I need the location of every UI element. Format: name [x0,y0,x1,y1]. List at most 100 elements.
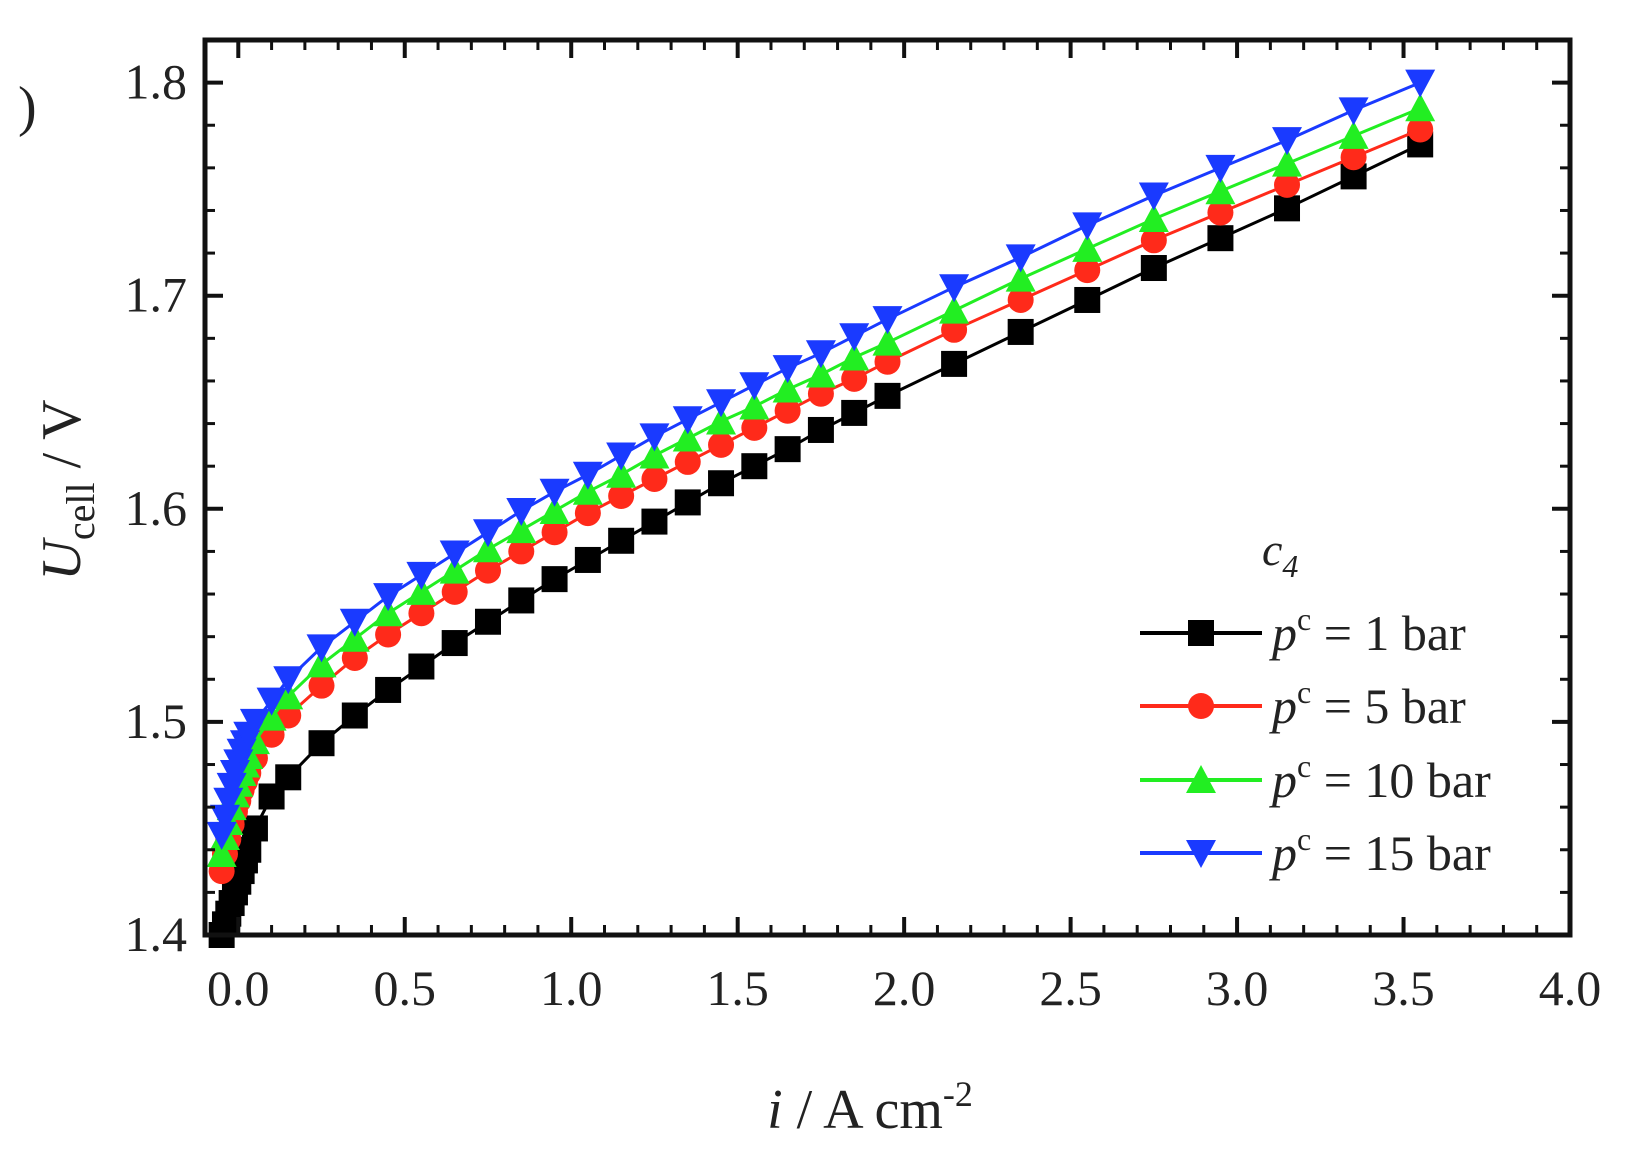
y-tick-label: 1.5 [125,693,188,749]
data-point [739,391,770,420]
data-point [506,497,537,526]
data-point [841,399,868,426]
data-point [373,598,404,627]
data-point [306,649,337,678]
y-tick-label: 1.4 [125,906,188,962]
data-point [474,608,501,635]
data-point [1407,116,1434,143]
data-point [472,534,503,563]
data-point [572,461,603,490]
data-point [1207,225,1234,252]
series-line [220,81,1421,836]
data-point [441,630,468,657]
data-point [574,546,601,573]
data-point [508,538,535,565]
series-group [206,69,1436,850]
legend-marker [1186,765,1216,793]
data-point [306,634,337,663]
series-group [208,116,1434,885]
data-point [807,416,834,443]
legend-label-rest: = 15 bar [1311,825,1491,881]
data-point [206,821,237,850]
data-point [206,839,237,868]
data-point [375,621,402,648]
data-point [1205,154,1236,183]
x-tick-label: 3.0 [1206,960,1269,1016]
data-point [641,508,668,535]
data-point [639,440,670,469]
data-point [256,687,287,716]
data-point [1005,263,1036,292]
data-point [1405,93,1436,122]
data-point [641,465,668,492]
data-point [1274,171,1301,198]
x-axis-title-main: i [767,1079,783,1141]
data-point [1340,144,1367,171]
data-point [639,423,670,452]
data-point [1205,176,1236,205]
data-point [672,423,703,452]
legend-title-main: c [1262,524,1282,575]
data-point [606,459,637,488]
data-point [441,578,468,605]
data-point [772,355,803,384]
x-axis-title-unit: / A cm [783,1079,943,1141]
data-point [508,587,535,614]
data-point [574,500,601,527]
legend-entry: pc = 1 bar [1140,601,1466,661]
data-point [273,666,304,695]
data-point [941,350,968,377]
data-point [339,608,370,637]
series-line [220,128,1421,872]
data-point [874,382,901,409]
data-point [839,342,870,371]
data-point [872,306,903,335]
legend-label-name: p [1269,825,1297,881]
data-point [708,470,735,497]
legend-marker [1186,840,1216,868]
data-point [539,478,570,507]
data-point [373,583,404,612]
x-tick-label: 2.5 [1039,960,1102,1016]
x-tick-label: 1.5 [706,960,769,1016]
data-point [1338,120,1369,149]
data-point [408,653,435,680]
legend-label: pc = 10 bar [1269,748,1491,808]
data-point [1072,233,1103,262]
data-point [213,787,244,816]
data-point [1074,257,1101,284]
legend-label-sup: c [1297,601,1311,637]
data-point [939,274,970,303]
data-point [706,406,737,435]
y-axis-title-unit: / V [31,399,93,482]
series-line [220,143,1421,936]
data-point [439,540,470,569]
x-axis-title-sup: -2 [943,1074,973,1114]
data-point [1138,204,1169,232]
data-point [474,557,501,584]
data-point [1274,195,1301,222]
data-point [339,623,370,652]
x-tick-label: 3.5 [1372,960,1435,1016]
legend: c4 pc = 1 bar pc = 5 bar pc = 10 bar p c = 15… [1140,524,1491,881]
data-point [308,672,335,699]
legend-label-sup: c [1297,674,1311,710]
legend-label-rest: = 5 bar [1311,678,1466,734]
data-point [741,414,768,441]
legend-title: c4 [1262,524,1298,584]
data-point [1140,227,1167,254]
x-tick-label: 1.0 [540,960,603,1016]
legend-entry: pc = 5 bar [1140,674,1466,734]
data-point [439,555,470,584]
axes [202,37,1573,938]
data-point [772,374,803,403]
x-tick-label: 0.0 [207,960,270,1016]
data-point [708,431,735,458]
data-point [572,476,603,505]
plot-area [206,69,1436,948]
data-point [841,365,868,392]
data-point [1007,286,1034,313]
data-point [256,702,287,731]
data-point [939,295,970,324]
